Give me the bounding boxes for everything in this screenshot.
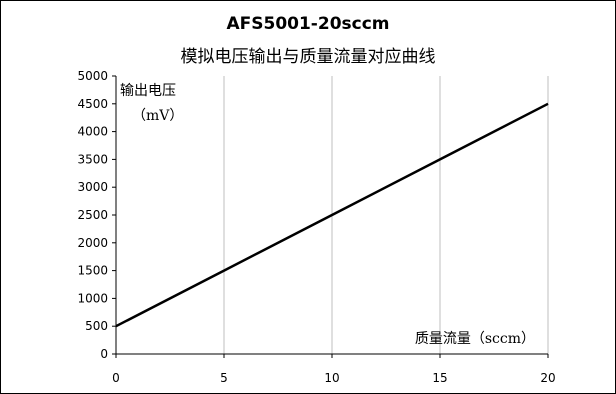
axes — [112, 75, 549, 358]
y-tick-label-0: 0 — [100, 347, 108, 361]
series-line-0 — [115, 102, 549, 328]
x-tick-labels: 0 5 10 15 20 — [112, 371, 555, 385]
y-axis-label-line2: （mV） — [132, 108, 183, 124]
y-tick-label-5000: 5000 — [77, 69, 108, 83]
series — [115, 102, 549, 328]
x-tick-label-0: 0 — [112, 371, 120, 385]
x-tick-label-5: 5 — [220, 371, 228, 385]
y-tick-label-1500: 1500 — [77, 264, 108, 278]
y-tick-label-4500: 4500 — [77, 97, 108, 111]
y-tick-labels: 0 500 1000 1500 2000 2500 3000 3500 4000 4500 5000 — [77, 69, 108, 361]
y-tick-label-500: 500 — [85, 319, 108, 333]
grid-lines — [223, 76, 549, 354]
x-tick-label-10: 10 — [324, 371, 339, 385]
x-tick-label-15: 15 — [432, 371, 447, 385]
chart-title: AFS5001-20sccm — [226, 14, 390, 34]
y-axis-label-line1: 输出电压 — [120, 83, 176, 99]
y-tick-label-2000: 2000 — [77, 236, 108, 250]
y-tick-label-2500: 2500 — [77, 208, 108, 222]
chart-subtitle: 模拟电压输出与质量流量对应曲线 — [180, 47, 436, 67]
x-axis-label: 质量流量（sccm） — [415, 331, 535, 347]
y-tick-label-3000: 3000 — [77, 180, 108, 194]
y-tick-label-3500: 3500 — [77, 152, 108, 166]
x-tick-label-20: 20 — [540, 371, 555, 385]
y-tick-label-1000: 1000 — [77, 291, 108, 305]
y-tick-label-4000: 4000 — [77, 125, 108, 139]
